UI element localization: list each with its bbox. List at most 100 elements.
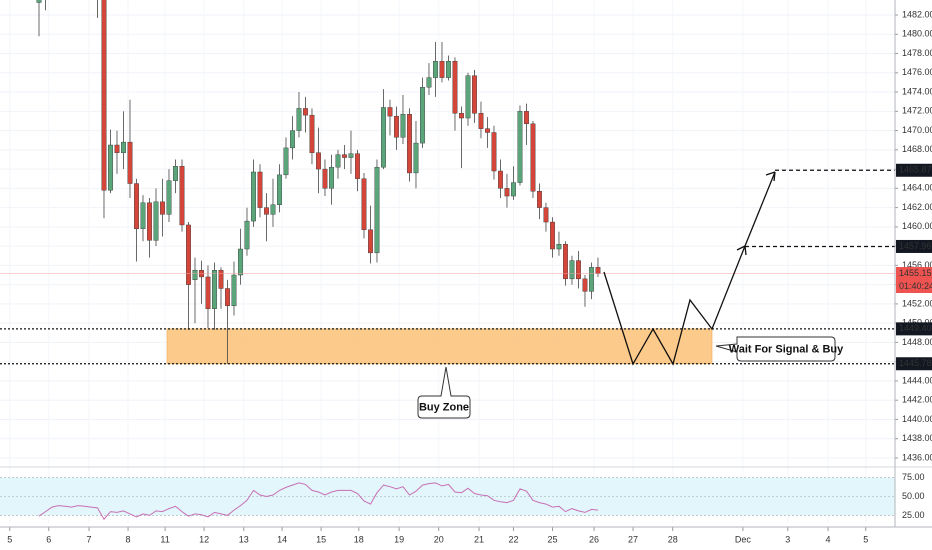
candle-body [355,153,360,179]
y-tick-label: 1462.000 [902,202,932,212]
rsi-pane [0,466,932,521]
candle-body [108,144,113,191]
candle-body [589,267,594,292]
candle-body [478,113,484,129]
candle-body [472,75,477,114]
candle-body [283,147,289,176]
y-tick-label: 1478.000 [902,48,932,58]
level-tag [896,357,932,371]
candle-body [361,178,367,230]
candle-body [342,154,347,158]
candle-body [446,61,451,78]
level-label: 1445.785 [899,358,932,368]
candle-body [335,154,341,168]
y-tick-label: 1436.000 [902,452,932,462]
candle-body [374,166,380,254]
levels [0,169,895,365]
y-tick-label: 1464.000 [902,183,932,193]
level-label: 1457.965 [899,241,932,251]
level-tag [896,322,932,336]
y-tick-label: 1472.000 [902,106,932,116]
candle-body [485,128,490,133]
projection-path [603,171,776,366]
candle-body [426,77,432,88]
candle-body [439,61,445,78]
candle-body [595,267,601,274]
projection [603,171,776,366]
buy-zone [166,328,713,365]
candle-body [322,168,328,189]
candle-body [491,132,497,172]
candle-body [36,0,42,3]
y-tick-label: 1442.000 [902,395,932,405]
candle-body [420,87,425,144]
x-tick-label: 26 [589,534,599,544]
y-tick-label: 1482.000 [902,9,932,19]
rsi-tick-label: 25.00 [902,510,925,520]
candle-body [153,201,159,241]
candle-body [309,114,315,153]
candle-body [537,191,542,208]
callout-text: Buy Zone [419,401,469,413]
candle-body [192,269,198,281]
candle-body [504,188,510,197]
grid [0,0,895,523]
y-tick-label: 1444.000 [902,375,932,385]
x-tick-label: 19 [394,534,404,544]
y-tick-label: 1448.000 [902,337,932,347]
y-tick-label: 1470.000 [902,125,932,135]
last-price-tag [896,267,932,281]
callout-box [715,336,836,362]
candle-body [251,171,256,222]
y-tick-label: 1460.000 [902,221,932,231]
candle-body [277,174,282,205]
candle-body [498,170,503,189]
candle-body [576,260,581,280]
candle-body [452,61,458,114]
candle-body [166,180,172,215]
candle-body [407,114,412,174]
candle-body [186,224,191,285]
x-tick-label: 5 [7,534,12,544]
x-tick-label: 21 [474,534,484,544]
callout-box [417,366,471,419]
candle-body [517,111,523,183]
candle-body [569,260,575,280]
candle-body [101,0,107,191]
y-tick-label: 1438.000 [902,433,932,443]
last-price-label: 1455.156 [899,268,932,278]
candle-body [225,288,230,307]
candle-body [368,229,373,254]
candle-body [296,108,302,131]
y-tick-label: 1480.000 [902,29,932,39]
candle-body [394,115,399,138]
candle-body [530,123,536,192]
candle-body [160,201,165,215]
x-tick-label: 20 [434,534,444,544]
candle-body [511,182,516,197]
rsi-tick-label: 50.00 [902,491,925,501]
callout-text: Wait For Signal & Buy [729,343,844,355]
candle-body [459,113,464,119]
x-tick-label: 8 [126,534,131,544]
x-tick-label: 5 [863,534,868,544]
x-tick-label: 27 [628,534,638,544]
arrowhead [765,171,776,182]
x-tick-label: 14 [277,534,287,544]
candle-body [400,114,406,138]
candle-body [387,107,393,117]
callout-wait: Wait For Signal & Buy [715,336,844,362]
candle-body [524,111,529,125]
candle-body [231,274,237,307]
candle-body [264,207,269,215]
level-label: 1465.878 [899,165,932,175]
candle-body [212,269,217,309]
x-tick-label: 28 [668,534,678,544]
x-tick-label: 18 [354,534,364,544]
x-tick-label: 7 [87,534,92,544]
y-tick-label: 1456.000 [902,260,932,270]
candle-body [218,269,224,289]
candle-body [147,202,152,241]
y-tick-label: 1474.000 [902,86,932,96]
x-tick-label: 25 [547,534,557,544]
